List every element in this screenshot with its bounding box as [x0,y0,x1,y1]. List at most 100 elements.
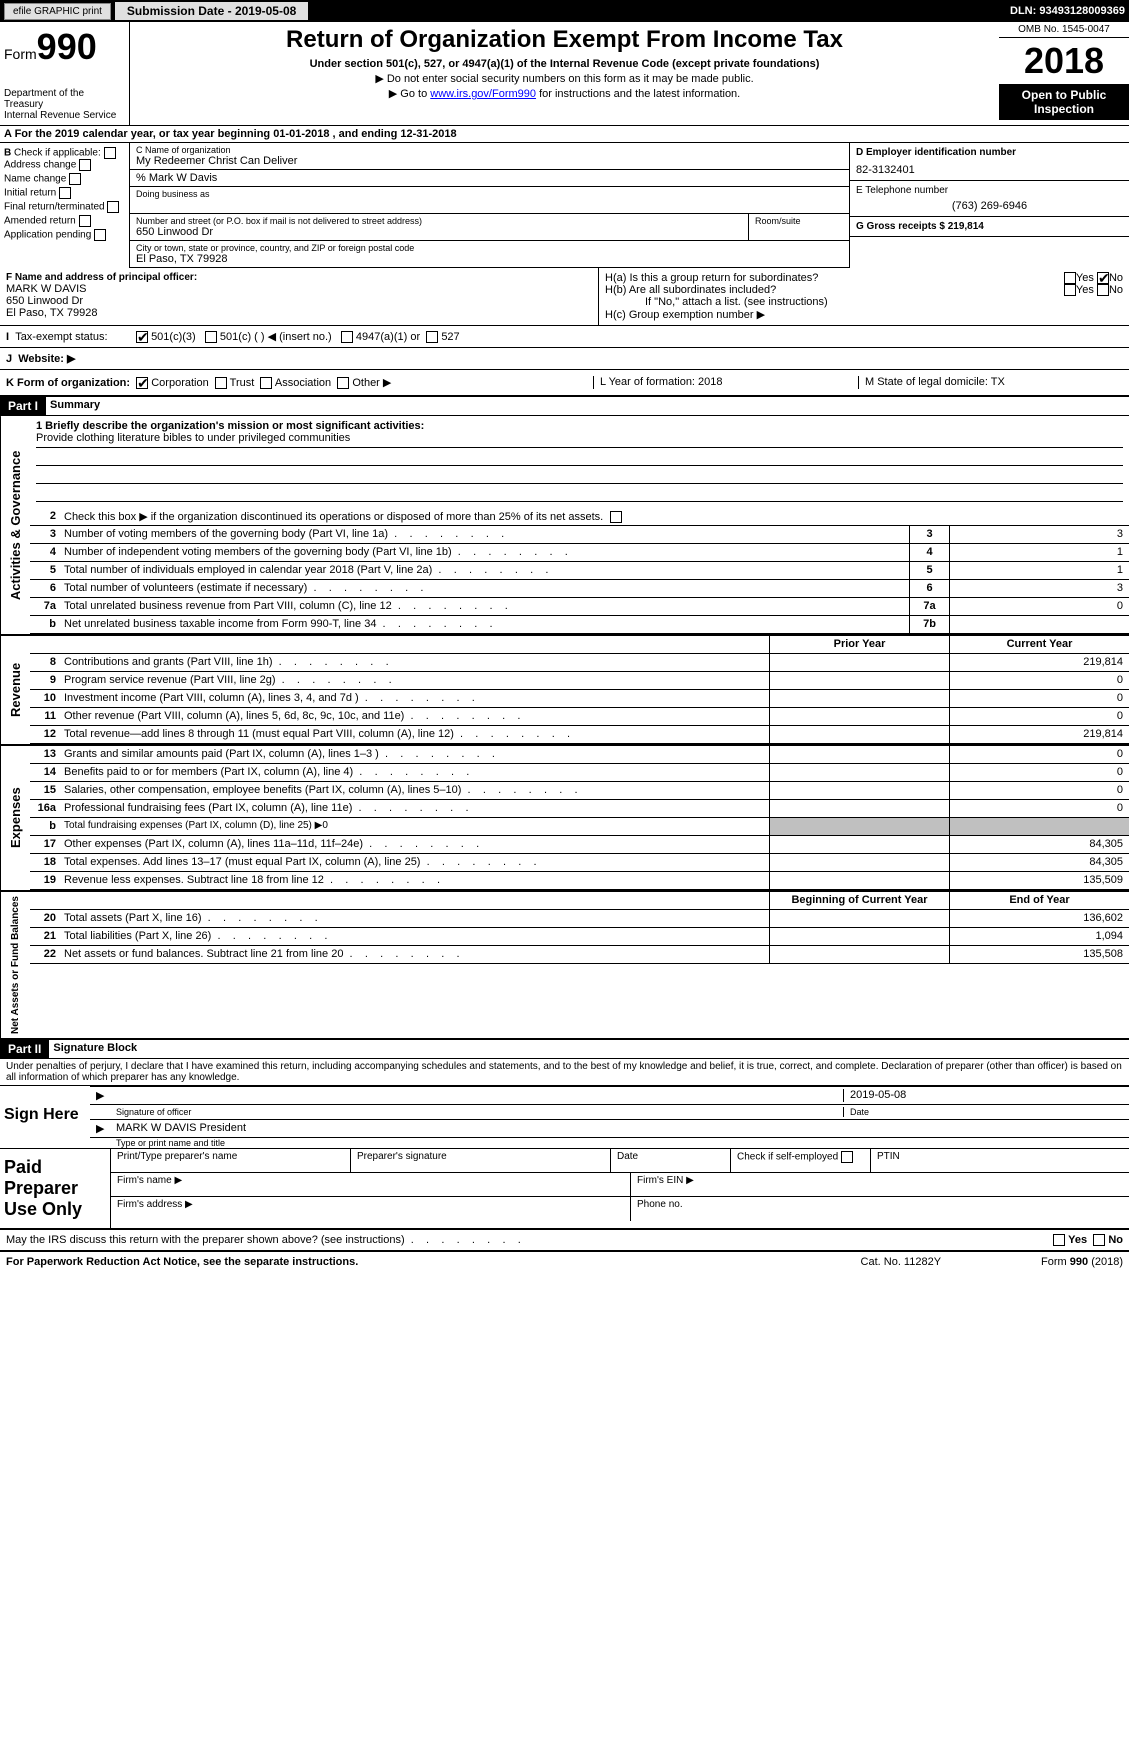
table-row: 14Benefits paid to or for members (Part … [30,764,1129,782]
table-row: 20Total assets (Part X, line 16)136,602 [30,910,1129,928]
table-row: 7aTotal unrelated business revenue from … [30,598,1129,616]
checkbox[interactable] [136,377,148,389]
street-label: Number and street (or P.O. box if mail i… [136,216,742,226]
dln: DLN: 93493128009369 [1010,5,1125,17]
open-public: Open to Public Inspection [999,84,1129,120]
year-formation: L Year of formation: 2018 [593,376,858,389]
checkbox[interactable] [107,201,119,213]
form-subtitle: Under section 501(c), 527, or 4947(a)(1)… [140,58,989,70]
row-f: F Name and address of principal officer:… [0,268,1129,326]
form-header: Form990 Department of the Treasury Inter… [0,22,1129,126]
line-a: A For the 2019 calendar year, or tax yea… [0,126,1129,143]
phone: (763) 269-6946 [856,200,1123,212]
checkbox[interactable] [59,187,71,199]
checkbox[interactable] [610,511,622,523]
checkbox[interactable] [94,229,106,241]
table-row: 3Number of voting members of the governi… [30,526,1129,544]
checkbox[interactable] [1093,1234,1105,1246]
side-governance: Activities & Governance [0,416,30,634]
expense-section: Expenses 13Grants and similar amounts pa… [0,746,1129,892]
balance-section: Net Assets or Fund Balances Beginning of… [0,892,1129,1040]
top-bar: efile GRAPHIC print Submission Date - 20… [0,0,1129,22]
checkbox[interactable] [1097,284,1109,296]
prior-year-header: Prior Year [769,636,949,653]
department: Department of the Treasury Internal Reve… [4,88,125,121]
checkbox[interactable] [69,173,81,185]
submission-date: Submission Date - 2019-05-08 [115,2,308,20]
table-row: 22Net assets or fund balances. Subtract … [30,946,1129,964]
checkbox[interactable] [205,331,217,343]
begin-year-header: Beginning of Current Year [769,892,949,909]
g-receipts: G Gross receipts $ 219,814 [850,217,1129,237]
checkbox[interactable] [1053,1234,1065,1246]
signer-name: MARK W DAVIS President [116,1122,1123,1135]
table-row: 16aProfessional fundraising fees (Part I… [30,800,1129,818]
officer-name: MARK W DAVIS [6,283,592,295]
perjury-statement: Under penalties of perjury, I declare th… [0,1059,1129,1086]
table-row: 5Total number of individuals employed in… [30,562,1129,580]
form-title: Return of Organization Exempt From Incom… [140,26,989,54]
end-year-header: End of Year [949,892,1129,909]
table-row: 8Contributions and grants (Part VIII, li… [30,654,1129,672]
checkbox[interactable] [260,377,272,389]
paid-preparer-section: Paid Preparer Use Only Print/Type prepar… [0,1149,1129,1230]
row-j: J Website: ▶ [0,348,1129,370]
revenue-section: Revenue Prior Year Current Year 8Contrib… [0,636,1129,746]
link-note: ▶ Go to www.irs.gov/Form990 for instruct… [140,87,989,100]
checkbox[interactable] [104,147,116,159]
sign-here-label: Sign Here [0,1086,90,1148]
city: El Paso, TX 79928 [136,253,843,265]
tax-year: 2018 [999,38,1129,84]
governance-section: Activities & Governance 1 Briefly descri… [0,416,1129,636]
checkbox[interactable] [841,1151,853,1163]
dba-label: Doing business as [136,189,843,199]
city-label: City or town, state or province, country… [136,243,843,253]
form-number: 990 [37,26,97,67]
d-label: D Employer identification number [856,147,1123,158]
discuss-row: May the IRS discuss this return with the… [0,1230,1129,1252]
e-label: E Telephone number [856,185,1123,196]
officer-addr2: El Paso, TX 79928 [6,307,592,319]
checkbox[interactable] [1097,272,1109,284]
checkbox[interactable] [215,377,227,389]
f-label: F Name and address of principal officer: [6,272,592,283]
row-i: I Tax-exempt status: 501(c)(3) 501(c) ( … [0,326,1129,348]
checkbox[interactable] [337,377,349,389]
checkbox[interactable] [79,159,91,171]
side-revenue: Revenue [0,636,30,744]
paid-label: Paid Preparer Use Only [0,1149,110,1228]
c-label: C Name of organization [136,145,843,155]
table-row: 13Grants and similar amounts paid (Part … [30,746,1129,764]
checkbox[interactable] [341,331,353,343]
current-year-header: Current Year [949,636,1129,653]
form-footer: Form 990 (2018) [1041,1256,1123,1268]
table-row: 10Investment income (Part VIII, column (… [30,690,1129,708]
officer-addr1: 650 Linwood Dr [6,295,592,307]
table-row: 4Number of independent voting members of… [30,544,1129,562]
efile-button[interactable]: efile GRAPHIC print [4,3,111,20]
irs-link[interactable]: www.irs.gov/Form990 [430,88,536,100]
omb-number: OMB No. 1545-0047 [999,22,1129,38]
legal-domicile: M State of legal domicile: TX [858,376,1123,389]
table-row: bTotal fundraising expenses (Part IX, co… [30,818,1129,836]
checkbox[interactable] [1064,284,1076,296]
table-row: 12Total revenue—add lines 8 through 11 (… [30,726,1129,744]
form-prefix: Form [4,46,37,62]
part2-header: Part II Signature Block [0,1040,1129,1059]
table-row: 17Other expenses (Part IX, column (A), l… [30,836,1129,854]
section-b: B Check if applicable: Address change Na… [0,143,1129,268]
care-of: % Mark W Davis [136,172,843,184]
street: 650 Linwood Dr [136,226,742,238]
table-row: 15Salaries, other compensation, employee… [30,782,1129,800]
side-expenses: Expenses [0,746,30,890]
table-row: 21Total liabilities (Part X, line 26)1,0… [30,928,1129,946]
checkbox[interactable] [136,331,148,343]
table-row: 11Other revenue (Part VIII, column (A), … [30,708,1129,726]
mission-text: Provide clothing literature bibles to un… [36,432,1123,448]
checkbox[interactable] [426,331,438,343]
checkbox[interactable] [79,215,91,227]
checkbox[interactable] [1064,272,1076,284]
table-row: bNet unrelated business taxable income f… [30,616,1129,634]
side-balance: Net Assets or Fund Balances [0,892,30,1038]
table-row: 18Total expenses. Add lines 13–17 (must … [30,854,1129,872]
